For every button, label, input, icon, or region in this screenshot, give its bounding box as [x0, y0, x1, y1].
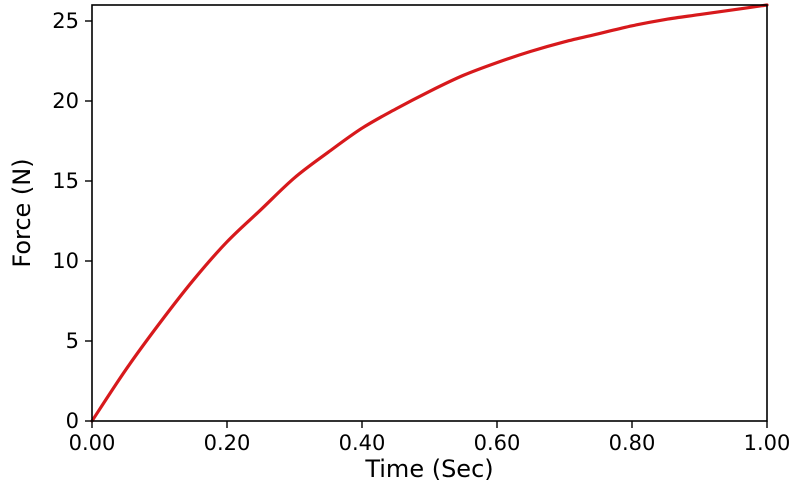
x-axis-label: Time (Sec) — [364, 455, 493, 483]
x-tick-label: 0.60 — [474, 431, 521, 455]
y-tick-label: 5 — [66, 329, 79, 353]
y-tick-label: 0 — [66, 409, 79, 433]
x-tick-label: 0.80 — [609, 431, 656, 455]
plot-area — [92, 5, 767, 421]
x-tick-label: 0.20 — [204, 431, 251, 455]
axes-frame — [91, 4, 768, 422]
y-axis-label: Force (N) — [8, 158, 36, 267]
plot-background — [92, 5, 767, 421]
series-layer — [90, 3, 769, 423]
x-tick-label: 1.00 — [744, 431, 791, 455]
y-tick-label: 10 — [52, 249, 79, 273]
y-tick-label: 15 — [52, 169, 79, 193]
series-line-0 — [90, 3, 769, 423]
y-tick-label: 25 — [52, 9, 79, 33]
y-tick-label: 20 — [52, 89, 79, 113]
axes-layer: 0.00 0.20 0.40 0.60 0.80 1.00 0 5 10 15 20 25 — [52, 4, 791, 455]
x-tick-label: 0.40 — [339, 431, 386, 455]
x-tick-label: 0.00 — [69, 431, 116, 455]
